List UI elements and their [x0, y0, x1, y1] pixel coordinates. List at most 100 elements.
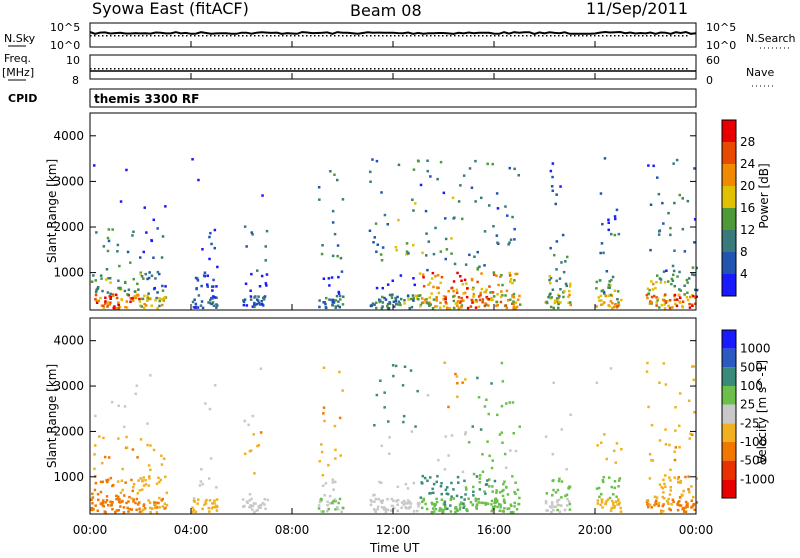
heatmap-cell — [607, 283, 611, 287]
heatmap-cell — [407, 507, 411, 510]
heatmap-cell — [144, 483, 148, 486]
nave-dot — [606, 68, 608, 70]
heatmap-cell — [341, 303, 345, 306]
heatmap-cell — [667, 304, 670, 308]
noise-dot — [214, 35, 216, 37]
heatmap-cell — [261, 194, 264, 197]
heatmap-cell — [209, 457, 213, 460]
heatmap-cell — [136, 503, 140, 506]
noise-dot — [186, 35, 188, 37]
heatmap-cell — [474, 499, 478, 503]
heatmap-cell — [500, 361, 504, 365]
heatmap-cell — [478, 265, 481, 268]
heatmap-cell — [497, 283, 500, 287]
colorbar-swatch — [722, 164, 736, 186]
heatmap-cell — [683, 284, 686, 287]
heatmap-cell — [656, 299, 659, 302]
heatmap-cell — [678, 446, 681, 449]
heatmap-cell — [111, 508, 114, 511]
heatmap-cell — [471, 503, 475, 506]
noise-dot — [322, 35, 324, 37]
heatmap-cell — [317, 507, 321, 510]
nave-dot — [494, 68, 496, 70]
heatmap-cell — [158, 480, 161, 484]
heatmap-cell — [550, 296, 553, 299]
heatmap-cell — [265, 273, 269, 276]
heatmap-cell — [388, 293, 392, 297]
heatmap-cell — [386, 508, 390, 512]
heatmap-cell — [144, 304, 148, 307]
heatmap-cell — [449, 510, 453, 513]
heatmap-cell — [512, 292, 516, 296]
heatmap-cell — [254, 303, 257, 307]
heatmap-cell — [668, 476, 671, 479]
heatmap-cell — [545, 300, 549, 304]
heatmap-cell — [409, 502, 413, 505]
heatmap-cell — [161, 303, 164, 307]
noise-dot — [318, 35, 320, 37]
heatmap-cell — [210, 242, 213, 246]
heatmap-cell — [686, 298, 690, 302]
noise-dot — [194, 35, 196, 37]
nave-dot — [450, 68, 452, 70]
nave-dot — [342, 68, 344, 70]
heatmap-cell — [393, 305, 396, 308]
heatmap-cell — [339, 454, 342, 457]
noise-dot — [522, 35, 524, 37]
noise-dot — [658, 35, 660, 37]
nave-dot — [478, 68, 480, 70]
heatmap-cell — [400, 506, 403, 509]
heatmap-cell — [551, 162, 555, 165]
heatmap-cell — [257, 295, 260, 298]
heatmap-cell — [664, 383, 668, 386]
heatmap-cell — [125, 446, 129, 449]
heatmap-cell — [205, 498, 208, 502]
noise-dot — [594, 35, 596, 37]
heatmap-cell — [499, 506, 502, 509]
heatmap-cell — [609, 509, 613, 512]
heatmap-cell — [337, 300, 340, 303]
heatmap-cell — [328, 284, 331, 287]
heatmap-cell — [667, 211, 670, 215]
noise-dot — [602, 35, 604, 37]
heatmap-cell — [599, 251, 602, 255]
heatmap-cell — [611, 499, 614, 503]
heatmap-cell — [432, 482, 436, 486]
nave-dot — [386, 68, 388, 70]
heatmap-cell — [249, 298, 253, 301]
heatmap-cell — [679, 479, 683, 483]
heatmap-cell — [394, 364, 398, 368]
heatmap-cell — [440, 508, 443, 511]
noise-dot — [250, 35, 252, 37]
heatmap-cell — [484, 501, 488, 505]
heatmap-cell — [605, 500, 608, 503]
nave-tick-bottom: 0 — [706, 74, 713, 87]
heatmap-cell — [208, 301, 212, 305]
heatmap-cell — [649, 203, 653, 206]
heatmap-cell — [448, 307, 452, 310]
nave-dot — [578, 68, 580, 70]
cpid-label: CPID — [8, 92, 37, 105]
nave-dot — [122, 68, 124, 70]
heatmap-cell — [96, 509, 99, 512]
heatmap-cell — [490, 503, 493, 506]
heatmap-cell — [455, 291, 459, 294]
heatmap-cell — [695, 477, 698, 480]
noise-dot — [246, 35, 248, 37]
heatmap-cell — [394, 298, 398, 301]
heatmap-cell — [560, 428, 563, 431]
nave-dot — [498, 68, 500, 70]
heatmap-cell — [105, 499, 109, 502]
heatmap-cell — [645, 500, 649, 504]
heatmap-cell — [645, 293, 649, 297]
heatmap-cell — [604, 294, 607, 298]
heatmap-cell — [438, 507, 442, 510]
heatmap-cell — [501, 441, 504, 444]
heatmap-cell — [470, 298, 473, 302]
heatmap-cell — [249, 449, 253, 452]
noise-dot — [410, 35, 412, 37]
heatmap-cell — [465, 282, 468, 285]
heatmap-cell — [444, 295, 447, 299]
heatmap-cell — [479, 428, 483, 431]
noise-dot — [242, 35, 244, 37]
